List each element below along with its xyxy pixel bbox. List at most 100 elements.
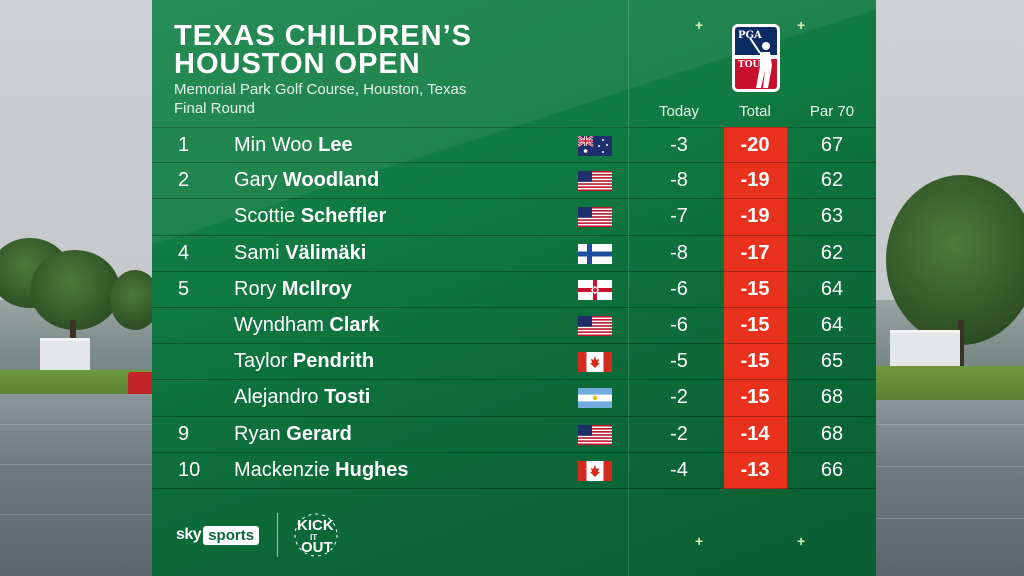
- column-header-today: Today: [658, 103, 700, 120]
- score-total: -14: [740, 422, 770, 445]
- player-last-name: Tosti: [324, 386, 371, 409]
- leaderboard-row: 1 Min Woo Lee -3 -20 67: [152, 127, 876, 164]
- score-today: -8: [670, 169, 688, 192]
- player-first-name: Mackenzie: [234, 458, 330, 481]
- score-round: 68: [820, 422, 844, 445]
- argentina-flag-icon: [578, 388, 612, 409]
- svg-text:KICK: KICK: [297, 517, 334, 534]
- red-cart: [128, 372, 152, 398]
- background-course-right: [876, 0, 1024, 576]
- column-divider: [628, 0, 629, 576]
- svg-text:IT: IT: [310, 533, 317, 542]
- finland-flag-icon: [578, 243, 612, 264]
- player-name: Alejandro Tosti: [234, 386, 370, 409]
- leaderboard-row: 4 Sami Välimäki -8 -17 62: [152, 236, 876, 272]
- player-first-name: Taylor: [234, 350, 288, 373]
- score-round: 65: [820, 350, 844, 373]
- northern-ireland-flag-icon: [578, 279, 612, 300]
- plus-mark: +: [695, 17, 704, 33]
- player-name: Ryan Gerard: [234, 423, 352, 446]
- leaderboard-row: 10 Mackenzie Hughes -4 -13 66: [152, 453, 876, 489]
- position: 9: [178, 422, 190, 445]
- tree: [886, 175, 1024, 345]
- leaderboard-row: Taylor Pendrith -5 -15 65: [152, 344, 876, 381]
- player-first-name: Rory: [234, 277, 277, 300]
- score-today: -8: [670, 241, 688, 264]
- tree-trunk: [958, 320, 964, 372]
- player-first-name: Min Woo: [234, 134, 313, 156]
- score-today: -4: [670, 458, 688, 481]
- score-today: -5: [670, 350, 688, 373]
- leaderboard-row: Wyndham Clark -6 -15 64: [152, 308, 876, 345]
- score-today: -6: [670, 277, 688, 300]
- brand-divider: [277, 513, 279, 557]
- leaderboard-row: Scottie Scheffler -7 -19 63: [152, 199, 876, 236]
- tree: [30, 250, 120, 330]
- score-round: 68: [820, 386, 844, 409]
- plus-mark: +: [797, 17, 806, 33]
- sky-text: sky: [176, 526, 202, 543]
- leaderboard-rows: 1 Min Woo Lee -3 -20 67 2 Gary Woodland …: [152, 127, 876, 489]
- player-first-name: Sami: [234, 241, 280, 264]
- score-total: -15: [740, 313, 770, 336]
- tent: [40, 338, 90, 372]
- player-last-name: Scheffler: [300, 205, 387, 228]
- event-round: Final Round: [174, 100, 255, 117]
- grass: [0, 370, 152, 396]
- player-name: Taylor Pendrith: [234, 350, 374, 373]
- player-name: Wyndham Clark: [234, 314, 379, 337]
- score-total: -19: [740, 205, 770, 228]
- score-today: -6: [670, 313, 688, 336]
- score-round: 63: [820, 205, 844, 228]
- player-last-name: McIlroy: [281, 277, 352, 300]
- leaderboard-panel: + + + + TEXAS CHILDREN’S HOUSTON OPEN Me…: [152, 0, 876, 576]
- usa-flag-icon: [578, 171, 612, 192]
- event-title: TEXAS CHILDREN’S HOUSTON OPEN: [174, 20, 472, 80]
- kick-it-out-logo: KICK OUT IT: [294, 513, 338, 557]
- leaderboard-row: 9 Ryan Gerard -2 -14 68: [152, 417, 876, 453]
- score-total: -17: [740, 241, 770, 264]
- score-round: 67: [820, 134, 844, 156]
- column-header-total: Total: [739, 103, 771, 120]
- plus-mark: +: [695, 533, 704, 549]
- position: 4: [178, 241, 190, 264]
- score-total: -20: [740, 134, 770, 156]
- event-venue: Memorial Park Golf Course, Houston, Texa…: [174, 81, 467, 98]
- player-first-name: Scottie: [234, 205, 296, 228]
- score-round: 64: [820, 313, 844, 336]
- plus-mark: +: [797, 533, 806, 549]
- tent: [890, 330, 960, 368]
- player-name: Min Woo Lee: [234, 134, 353, 157]
- score-today: -7: [670, 205, 688, 228]
- score-today: -2: [670, 422, 688, 445]
- water: [0, 394, 152, 576]
- score-total: -19: [740, 169, 770, 192]
- svg-text:OUT: OUT: [301, 539, 333, 556]
- canada-flag-icon: [578, 352, 612, 373]
- pga-tour-logo: PGA TOUR: [732, 24, 780, 92]
- branding: sky sports KICK OUT IT: [176, 512, 338, 558]
- score-total: -15: [740, 350, 770, 373]
- grass: [876, 366, 1024, 402]
- player-first-name: Alejandro: [234, 386, 319, 409]
- score-round: 66: [820, 458, 844, 481]
- total-highlight-column: [724, 127, 787, 489]
- player-first-name: Gary: [234, 169, 278, 192]
- player-name: Sami Välimäki: [234, 242, 366, 265]
- sky-sports-logo: sky sports: [176, 525, 260, 545]
- golfer-silhouette-icon: [749, 37, 772, 88]
- player-last-name: Välimäki: [285, 241, 367, 264]
- score-round: 64: [820, 277, 844, 300]
- usa-flag-icon: [578, 424, 612, 445]
- player-name: Gary Woodland: [234, 169, 379, 192]
- column-header-par: Par 70: [809, 103, 855, 120]
- player-last-name: Pendrith: [292, 350, 375, 373]
- player-first-name: Wyndham: [234, 313, 324, 336]
- player-first-name: Ryan: [234, 422, 281, 445]
- tree: [110, 270, 152, 330]
- player-name: Mackenzie Hughes: [234, 459, 409, 482]
- sports-text: sports: [203, 525, 260, 545]
- position: 2: [178, 169, 190, 192]
- player-last-name: Lee: [318, 134, 353, 156]
- australia-flag-icon: [578, 136, 612, 156]
